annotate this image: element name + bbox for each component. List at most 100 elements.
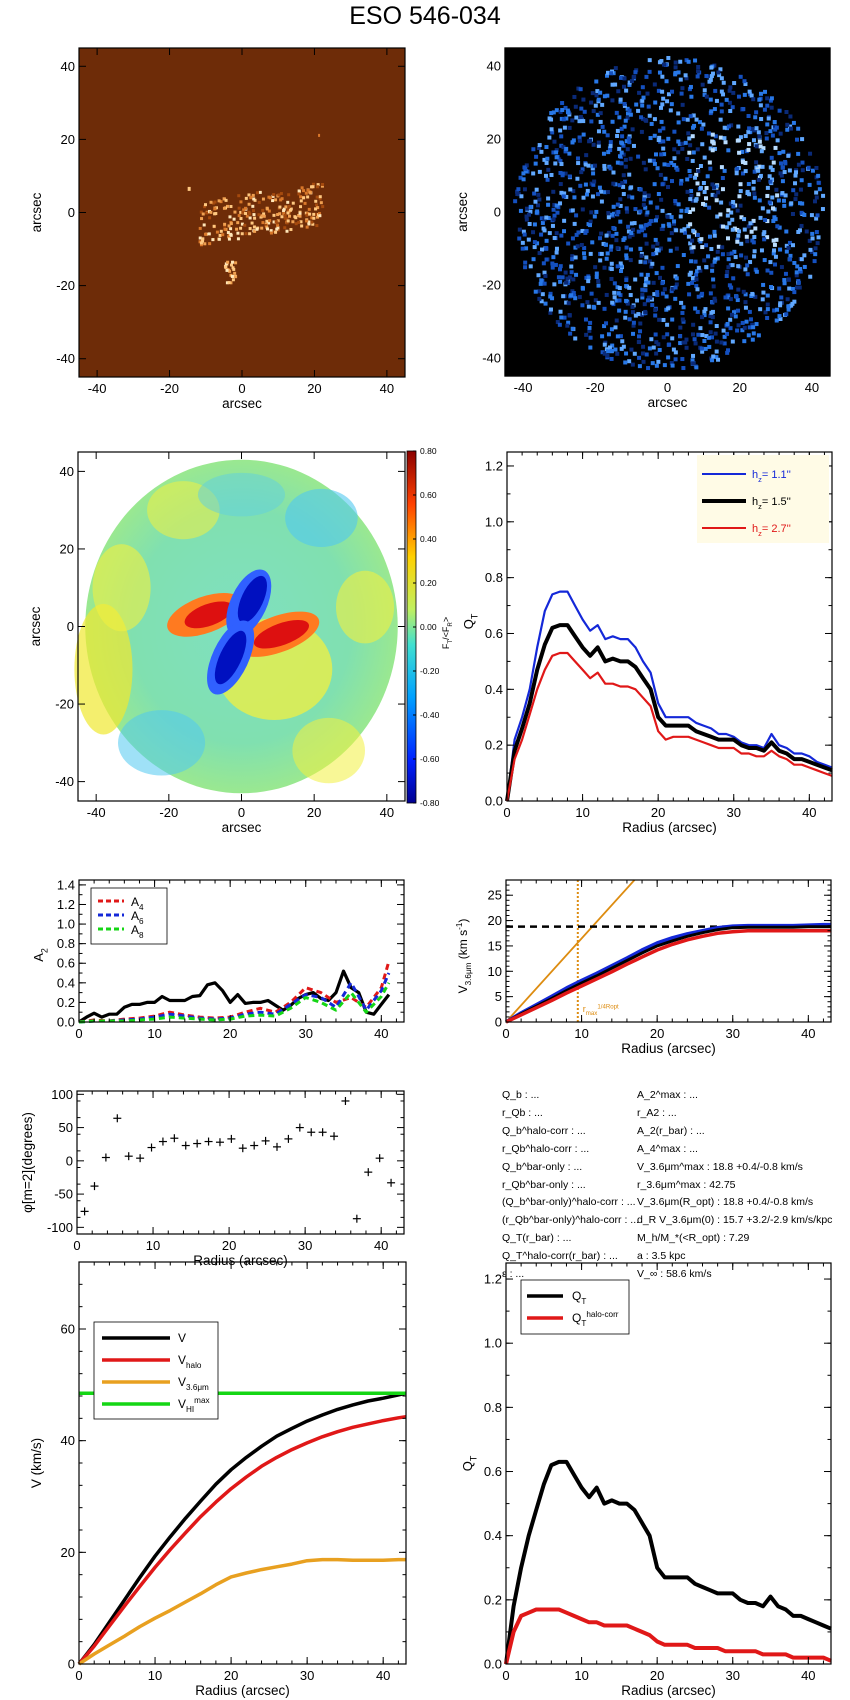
y-tick-label: -40 bbox=[56, 351, 75, 366]
image-pixel bbox=[682, 230, 687, 235]
image-pixel bbox=[730, 339, 735, 344]
x-tick-label: 10 bbox=[575, 805, 589, 820]
image-pixel bbox=[526, 237, 531, 242]
image-pixel bbox=[582, 255, 587, 260]
colorbar-tick-label: -0.80 bbox=[420, 798, 440, 808]
image-pixel bbox=[686, 281, 691, 286]
image-pixel bbox=[315, 195, 319, 199]
image-pixel bbox=[561, 145, 566, 150]
image-pixel bbox=[778, 131, 783, 136]
image-pixel bbox=[255, 227, 259, 231]
image-pixel bbox=[606, 150, 611, 155]
image-pixel bbox=[282, 212, 286, 216]
image-pixel bbox=[736, 287, 741, 292]
image-pixel bbox=[656, 342, 661, 347]
image-pixel bbox=[642, 194, 647, 199]
series-line-a8 bbox=[78, 982, 391, 1024]
image-pixel bbox=[619, 150, 624, 155]
image-pixel bbox=[307, 207, 311, 211]
image-pixel bbox=[719, 200, 724, 205]
image-pixel bbox=[725, 331, 730, 336]
image-pixel bbox=[735, 328, 740, 333]
image-pixel bbox=[730, 105, 735, 110]
image-pixel bbox=[612, 295, 617, 300]
image-pixel bbox=[671, 347, 676, 352]
x-tick-label: 0 bbox=[238, 805, 245, 820]
image-pixel bbox=[294, 222, 298, 226]
image-pixel bbox=[278, 212, 282, 216]
image-pixel bbox=[802, 212, 807, 217]
figure-title: ESO 546-034 bbox=[349, 2, 501, 30]
image-pixel bbox=[688, 222, 693, 227]
image-pixel bbox=[624, 245, 629, 250]
param-qb: Q_b : ... bbox=[502, 1089, 540, 1101]
image-pixel bbox=[609, 71, 614, 76]
image-pixel bbox=[701, 201, 706, 206]
image-pixel bbox=[718, 212, 723, 217]
x-tick-label: 30 bbox=[727, 805, 741, 820]
image-pixel bbox=[644, 74, 649, 79]
image-pixel bbox=[306, 195, 310, 199]
image-pixel bbox=[775, 193, 780, 198]
image-pixel bbox=[584, 192, 589, 197]
image-pixel bbox=[765, 103, 770, 108]
colorbar-label: FT/<FR> bbox=[441, 617, 454, 649]
image-pixel bbox=[626, 229, 631, 234]
image-pixel bbox=[751, 325, 756, 330]
image-pixel bbox=[722, 334, 727, 339]
image-pixel bbox=[283, 226, 287, 230]
image-pixel bbox=[676, 150, 681, 155]
image-pixel bbox=[639, 129, 644, 134]
image-pixel bbox=[740, 320, 745, 325]
image-pixel bbox=[531, 147, 536, 152]
image-pixel bbox=[721, 92, 726, 97]
image-pixel bbox=[782, 203, 787, 208]
image-pixel bbox=[227, 237, 231, 241]
image-pixel bbox=[222, 197, 226, 201]
image-pixel bbox=[599, 199, 604, 204]
image-pixel bbox=[577, 119, 582, 124]
image-pixel bbox=[579, 242, 584, 247]
colorbar-tick-label: 0.00 bbox=[420, 622, 437, 632]
image-pixel bbox=[585, 300, 590, 305]
image-pixel bbox=[680, 86, 685, 91]
image-pixel bbox=[713, 88, 718, 93]
axes-frame bbox=[78, 879, 405, 1023]
image-pixel bbox=[770, 167, 775, 172]
image-pixel bbox=[724, 274, 729, 279]
image-pixel bbox=[742, 325, 747, 330]
image-pixel bbox=[718, 135, 723, 140]
image-pixel bbox=[622, 101, 627, 106]
image-pixel bbox=[762, 237, 767, 242]
image-pixel bbox=[649, 337, 654, 342]
image-pixel bbox=[524, 217, 529, 222]
image-pixel bbox=[785, 297, 790, 302]
image-pixel bbox=[572, 294, 577, 299]
image-pixel bbox=[722, 341, 727, 346]
legend-label: VHImax bbox=[178, 1396, 210, 1414]
image-pixel bbox=[708, 291, 713, 296]
image-pixel bbox=[815, 241, 820, 246]
image-pixel bbox=[575, 176, 580, 181]
image-pixel bbox=[795, 264, 800, 269]
image-pixel bbox=[594, 79, 599, 84]
image-pixel bbox=[704, 186, 709, 191]
image-pixel bbox=[272, 213, 276, 217]
image-pixel bbox=[548, 291, 553, 296]
image-pixel bbox=[623, 118, 628, 123]
image-pixel bbox=[569, 293, 574, 298]
image-pixel bbox=[567, 313, 572, 318]
image-pixel bbox=[708, 320, 713, 325]
image-pixel bbox=[624, 298, 629, 303]
force-map-lobe bbox=[253, 619, 310, 649]
image-pixel bbox=[221, 233, 225, 237]
image-pixel bbox=[311, 222, 315, 226]
image-pixel bbox=[786, 245, 791, 250]
image-pixel bbox=[774, 237, 779, 242]
image-pixel bbox=[712, 146, 717, 151]
image-pixel bbox=[552, 139, 557, 144]
image-pixel bbox=[652, 133, 657, 138]
image-pixel bbox=[660, 265, 665, 270]
image-pixel bbox=[661, 317, 666, 322]
x-tick-label: 20 bbox=[224, 1668, 238, 1683]
